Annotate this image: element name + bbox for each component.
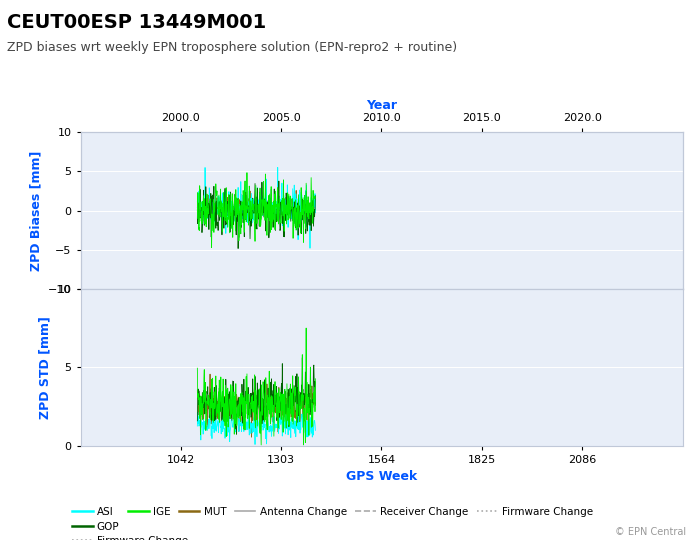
Text: © EPN Central: © EPN Central [615,527,686,537]
Y-axis label: ZPD Biases [mm]: ZPD Biases [mm] [29,151,43,271]
Text: ZPD biases wrt weekly EPN troposphere solution (EPN-repro2 + routine): ZPD biases wrt weekly EPN troposphere so… [7,40,457,53]
Legend: ASI, GOP, IGE, MUT, Antenna Change, Receiver Change, Firmware Change: ASI, GOP, IGE, MUT, Antenna Change, Rece… [71,507,593,532]
Text: CEUT00ESP 13449M001: CEUT00ESP 13449M001 [7,14,266,32]
X-axis label: Year: Year [366,99,397,112]
Y-axis label: ZPD STD [mm]: ZPD STD [mm] [39,316,52,418]
Legend: Firmware Change: Firmware Change [71,536,188,540]
X-axis label: GPS Week: GPS Week [346,470,417,483]
